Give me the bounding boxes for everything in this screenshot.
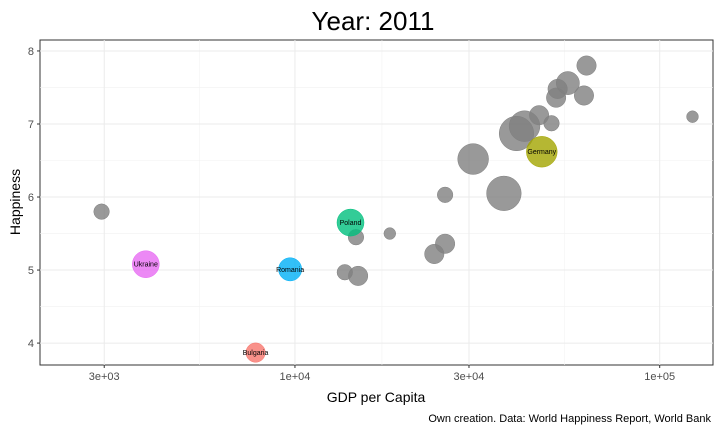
data-point [486, 175, 522, 211]
data-point [529, 105, 550, 126]
data-point [576, 55, 597, 76]
data-point [686, 110, 699, 123]
y-tick-label: 4 [28, 338, 34, 350]
data-point-germany [526, 136, 558, 168]
data-point [383, 227, 396, 240]
y-tick-label: 6 [28, 192, 34, 204]
point-label-bulgaria: Bulgaria [243, 350, 269, 357]
grid-lines [40, 40, 713, 365]
y-tick-label: 7 [28, 119, 34, 131]
caption: Own creation. Data: World Happiness Repo… [428, 413, 711, 425]
data-point [457, 143, 489, 175]
point-label-romania: Romania [276, 267, 304, 274]
chart-title: Year: 2011 [312, 6, 435, 36]
x-tick-label: 3e+03 [89, 371, 120, 383]
point-labels: Ukraine Romania Poland Germany Bulgaria [134, 149, 557, 357]
point-label-poland: Poland [340, 220, 362, 227]
data-points [93, 55, 699, 363]
y-axis-title: Happiness [7, 169, 23, 235]
data-point [556, 71, 580, 95]
point-label-ukraine: Ukraine [134, 262, 158, 269]
data-point [543, 115, 560, 132]
plot-panel [39, 39, 714, 366]
data-point-ukraine [132, 250, 160, 278]
data-point-poland [336, 208, 365, 237]
data-point-bulgaria [245, 342, 266, 363]
data-point [437, 186, 454, 203]
data-point-romania [278, 257, 302, 282]
y-tick-label: 8 [28, 46, 34, 58]
x-tick-label: 1e+05 [644, 371, 675, 383]
point-label-germany: Germany [527, 149, 556, 156]
data-point [93, 203, 110, 220]
x-tick-label: 1e+04 [279, 371, 310, 383]
x-axis-ticks: 3e+03 1e+04 3e+04 1e+05 [89, 365, 675, 383]
data-point [348, 265, 369, 286]
x-axis-title: GDP per Capita [327, 389, 426, 405]
data-point [574, 85, 594, 106]
y-axis-ticks: 4 5 6 7 8 [28, 46, 40, 350]
data-point [435, 233, 456, 254]
x-tick-label: 3e+04 [454, 371, 485, 383]
y-tick-label: 5 [28, 265, 34, 277]
